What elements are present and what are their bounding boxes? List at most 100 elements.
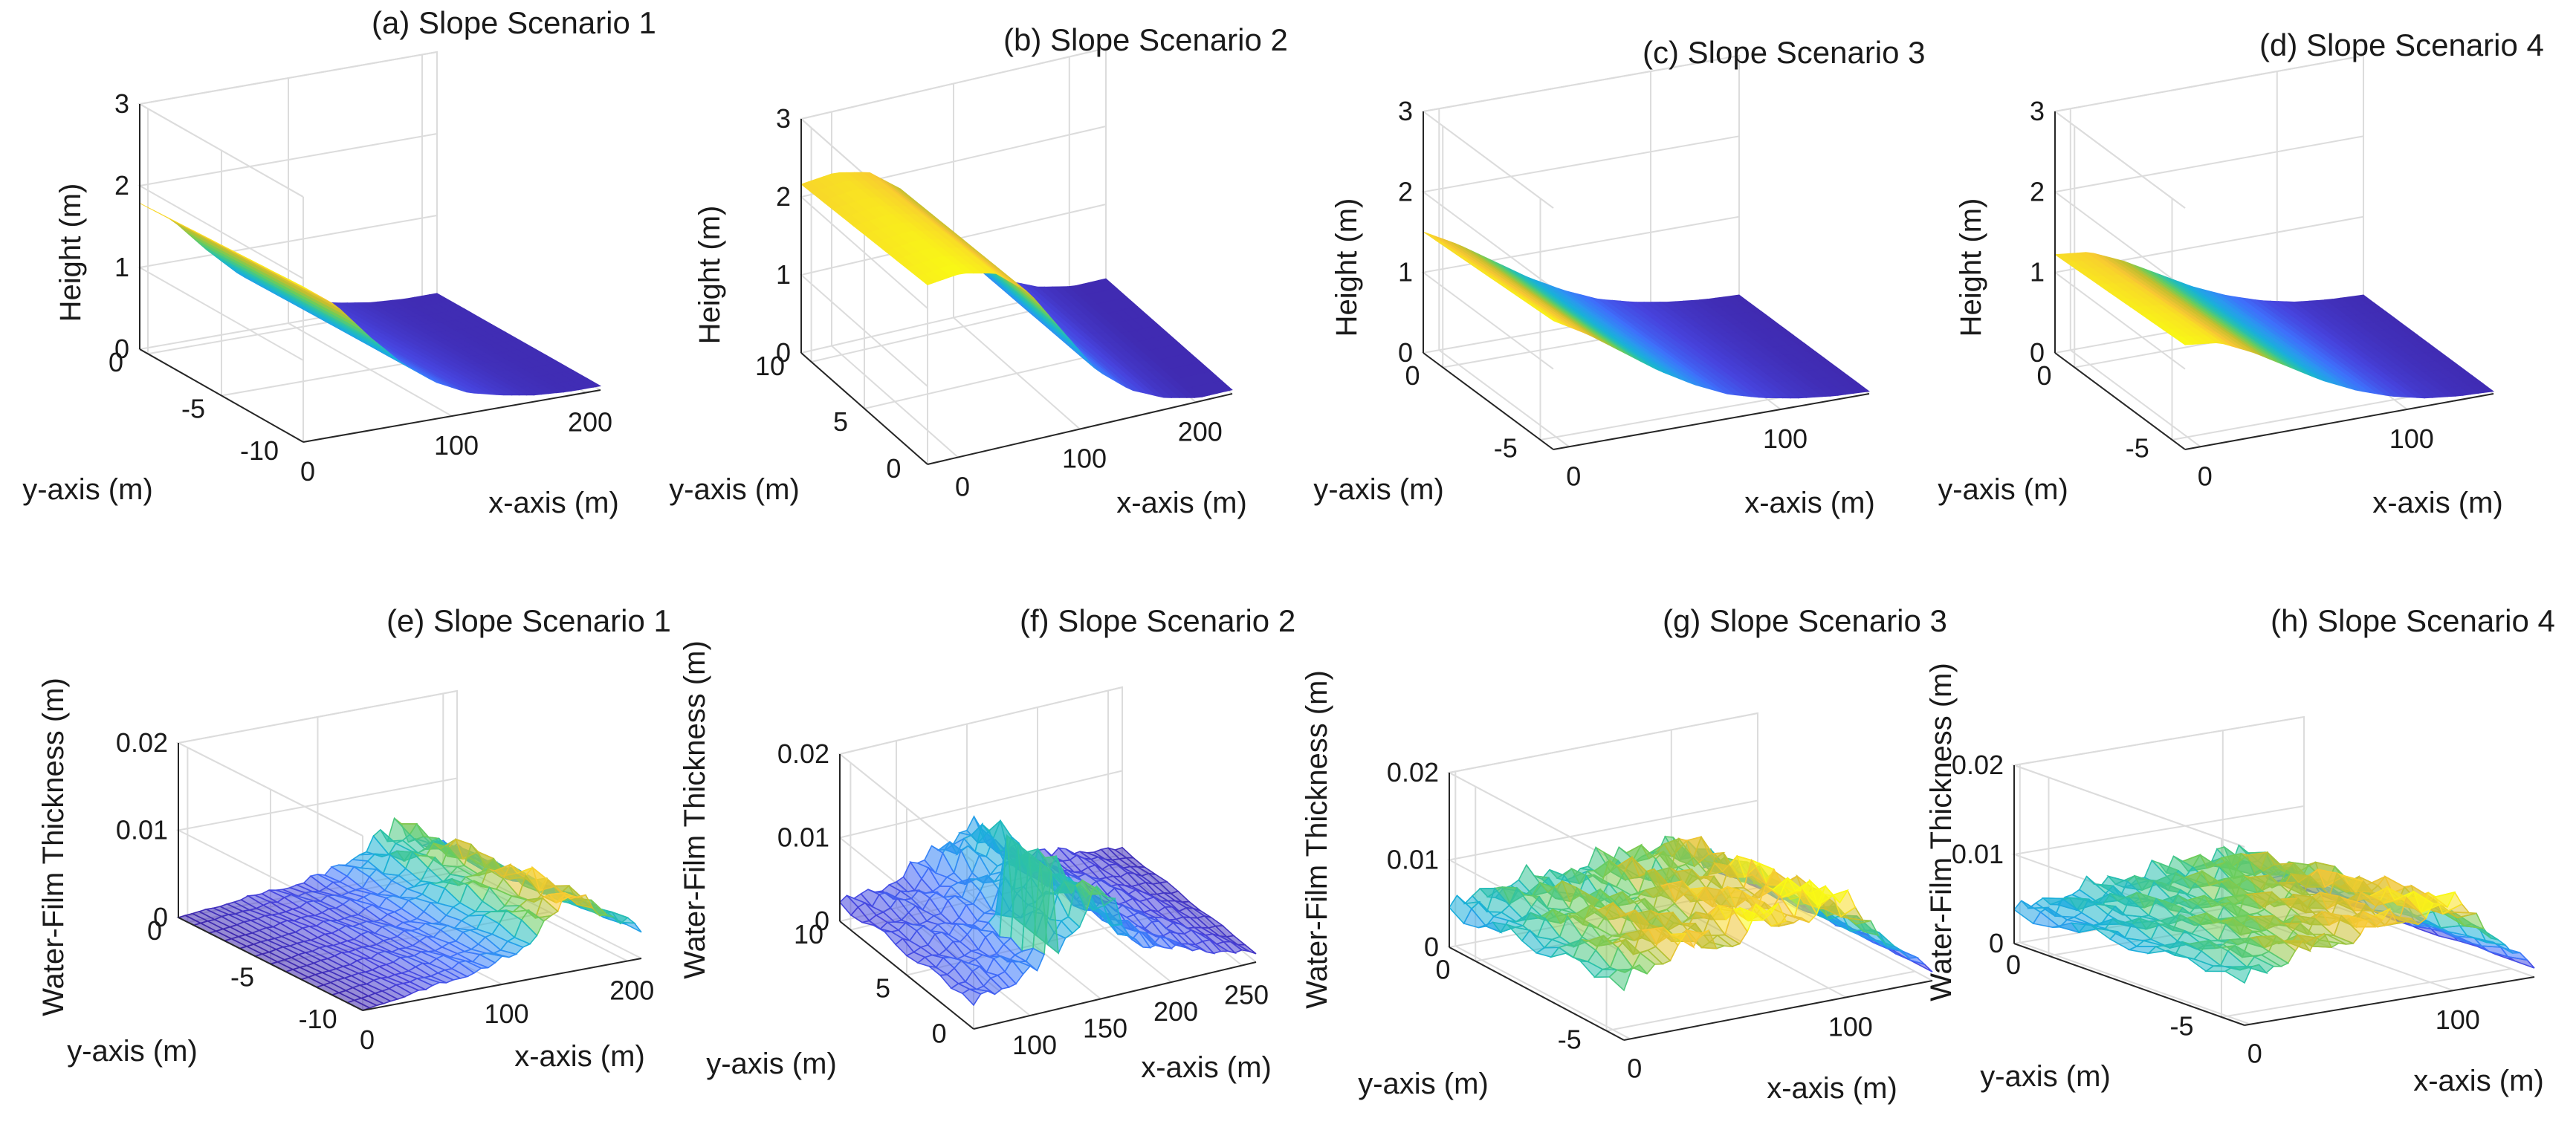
z-tick-label: 0: [776, 337, 791, 368]
x-tick-label: 200: [1153, 996, 1198, 1027]
surface-c: [1423, 231, 1871, 399]
x-tick-label: 100: [1763, 423, 1808, 454]
axes-h: 0 0.01 0.02 0 100 0 -5: [1952, 750, 2535, 1069]
z-tick-label: 0.02: [1952, 750, 2004, 780]
axes-e: 0 0.01 0.02 0 100 200 0 -5 -10: [116, 727, 654, 1055]
mesh-cell: [2224, 966, 2253, 984]
z-tick-label: 0: [114, 334, 129, 364]
x-tick-label: 0: [1627, 1053, 1642, 1083]
y-axis-label: y-axis (m): [1980, 1060, 2111, 1093]
y-tick-label: -5: [2126, 433, 2149, 464]
z-tick-label: 1: [114, 252, 129, 282]
x-tick-label: 200: [568, 407, 612, 438]
z-tick-label: 2: [1398, 176, 1413, 207]
mesh-cell: [618, 921, 642, 933]
y-tick-label: 0: [1405, 360, 1420, 391]
subplot-title: (e) Slope Scenario 1: [386, 603, 671, 638]
x-tick-label: 0: [360, 1025, 375, 1055]
z-tick-label: 3: [776, 103, 791, 134]
z-axis-label: Water-Film Thickness (m): [679, 640, 711, 979]
x-axis-label: x-axis (m): [1767, 1072, 1897, 1105]
surface-b: [800, 172, 1233, 398]
subplot-b: 0 1 2 3 0 100 200 10 5 0 (b) Slope Scenario 2 x-axi…: [669, 22, 1288, 519]
axes-c: 0 1 2 3 0 100 0 -5: [1398, 96, 1870, 491]
subplot-f: 0 0.01 0.02 100 150 200 250 10 5 0 (f) Slope Scena…: [679, 603, 1295, 1084]
y-tick-label: 5: [876, 973, 890, 1004]
z-tick-label: 1: [776, 259, 791, 290]
z-tick-label: 3: [1398, 96, 1413, 126]
y-axis-label: y-axis (m): [669, 473, 800, 506]
surface-cell: [1542, 313, 1562, 325]
x-tick-label: 250: [1224, 980, 1269, 1010]
x-tick-label: 100: [2436, 1004, 2480, 1035]
x-axis-label: x-axis (m): [514, 1040, 645, 1073]
surface-cell: [289, 279, 311, 292]
z-axis-label: Height (m): [693, 206, 726, 345]
z-tick-label: 0.01: [116, 815, 168, 845]
surface-cell: [176, 224, 198, 238]
axis-box-b: [799, 47, 1233, 465]
x-axis-label: x-axis (m): [1744, 487, 1875, 519]
subplot-title: (d) Slope Scenario 4: [2259, 27, 2544, 62]
z-tick-label: 3: [114, 88, 129, 119]
subplot-title: (h) Slope Scenario 4: [2271, 603, 2555, 638]
x-tick-label: 200: [609, 975, 654, 1006]
z-tick-label: 2: [2030, 176, 2045, 207]
x-axis-label: x-axis (m): [488, 487, 619, 519]
y-tick-label: 0: [932, 1018, 947, 1048]
z-tick-label: 1: [2030, 257, 2045, 288]
x-tick-label: 0: [955, 472, 970, 502]
z-tick-label: 0.02: [777, 738, 829, 769]
z-axis-label: Water-Film Thickness (m): [1301, 670, 1333, 1009]
z-tick-label: 0: [153, 902, 168, 932]
z-tick-label: 0: [2030, 337, 2045, 368]
surface-a: [139, 203, 602, 396]
subplot-e: 0 0.01 0.02 0 100 200 0 -5 -10 (e) Slope Scenario…: [37, 603, 671, 1073]
z-tick-label: 3: [2030, 96, 2045, 126]
z-tick-label: 0: [1398, 337, 1413, 368]
axes-g: 0 0.01 0.02 0 100 0 -5: [1387, 757, 1933, 1083]
z-tick-label: 2: [776, 181, 791, 212]
x-axis-label: x-axis (m): [2372, 487, 2503, 519]
subplot-h: 0 0.01 0.02 0 100 0 -5 (h) Slope Scenario 4 x-ax…: [1925, 603, 2555, 1097]
x-axis-label: x-axis (m): [2413, 1065, 2544, 1097]
y-axis-label: y-axis (m): [1938, 473, 2068, 506]
surface-g: [1448, 835, 1933, 992]
mesh-cell: [1608, 968, 1633, 992]
z-tick-label: 0.02: [116, 727, 168, 758]
x-tick-label: 200: [1178, 416, 1223, 447]
surface-f: [838, 815, 1257, 1007]
mesh-cell: [961, 988, 982, 1007]
z-axis-label: Water-Film Thickness (m): [1925, 663, 1958, 1001]
x-tick-label: 0: [2247, 1039, 2262, 1069]
x-tick-label: 100: [1012, 1030, 1057, 1060]
surface-d: [2054, 252, 2495, 399]
z-tick-label: 0: [1989, 928, 2004, 958]
subplot-a: 0 1 2 3 0 100 200 0 -5 -10 (a) Slope Scenario 1 x-a…: [22, 5, 656, 519]
x-tick-label: 100: [2389, 423, 2434, 454]
axes-f: 0 0.01 0.02 100 150 200 250 10 5 0: [777, 738, 1269, 1060]
y-tick-label: -5: [1558, 1024, 1582, 1054]
y-axis-label: y-axis (m): [22, 473, 153, 506]
y-axis-label: y-axis (m): [706, 1048, 837, 1080]
subplot-title: (f) Slope Scenario 2: [1020, 603, 1295, 638]
y-axis-label: y-axis (m): [67, 1035, 198, 1068]
x-axis-label: x-axis (m): [1116, 487, 1247, 519]
y-tick-label: -5: [230, 962, 254, 993]
subplot-title: (g) Slope Scenario 3: [1663, 603, 1947, 638]
x-tick-label: 0: [2198, 461, 2213, 491]
y-tick-label: 0: [2036, 360, 2051, 391]
z-axis-label: Water-Film Thickness (m): [37, 678, 70, 1016]
axes-b: 0 1 2 3 0 100 200 10 5 0: [755, 103, 1233, 502]
x-tick-label: 150: [1083, 1013, 1127, 1044]
x-tick-label: 0: [1566, 461, 1581, 491]
x-tick-label: 100: [434, 430, 479, 461]
y-tick-label: 0: [1435, 955, 1450, 985]
subplot-title: (a) Slope Scenario 1: [372, 5, 656, 40]
z-tick-label: 0: [815, 906, 829, 936]
x-tick-label: 100: [1062, 444, 1107, 474]
y-tick-label: 0: [2006, 949, 2021, 980]
y-tick-label: 10: [794, 919, 823, 949]
y-tick-label: 5: [833, 406, 848, 437]
z-tick-label: 1: [1398, 257, 1413, 288]
